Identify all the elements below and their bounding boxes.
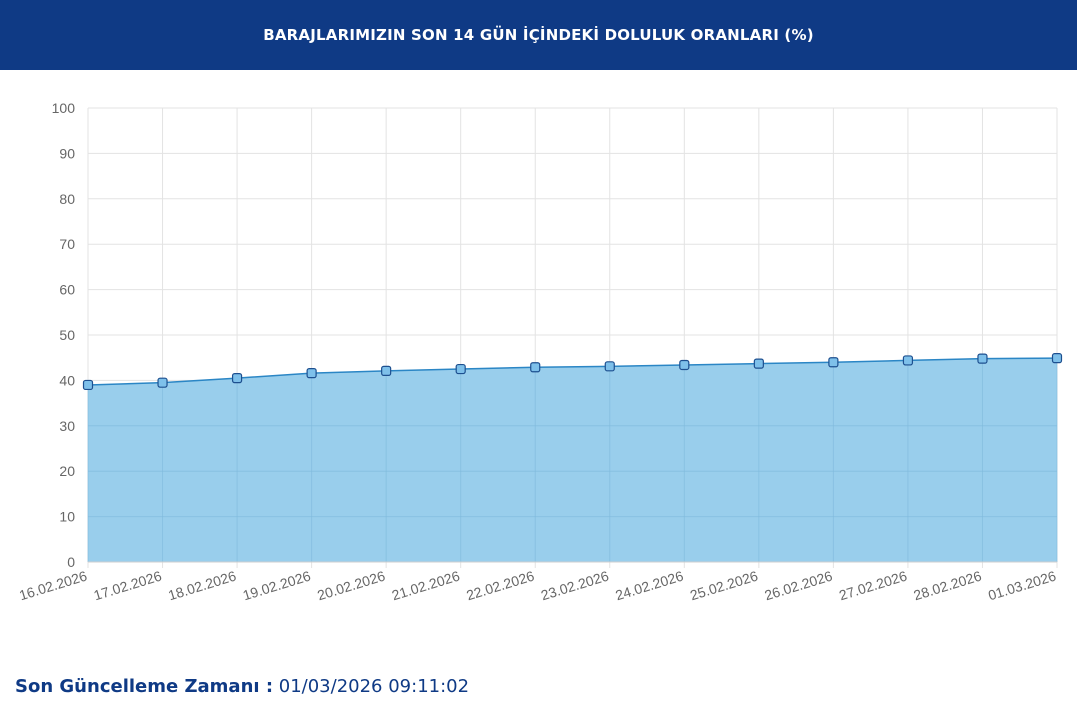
x-tick-label: 01.03.2026 [986, 568, 1058, 604]
y-tick-label: 20 [59, 463, 75, 479]
x-tick-label: 17.02.2026 [92, 568, 164, 604]
y-tick-label: 60 [59, 282, 75, 298]
header-bar: BARAJLARIMIZIN SON 14 GÜN İÇİNDEKİ DOLUL… [0, 0, 1077, 70]
data-point-marker [828, 357, 839, 368]
x-tick-label: 22.02.2026 [464, 568, 536, 604]
fill-rate-chart: 0 10 20 30 40 50 60 70 80 90 100 16.02.2026 17.02.20… [17, 100, 1063, 604]
chart-title: BARAJLARIMIZIN SON 14 GÜN İÇİNDEKİ DOLUL… [263, 26, 814, 44]
x-tick-label: 19.02.2026 [241, 568, 313, 604]
y-tick-label: 40 [59, 372, 75, 388]
last-update-label: Son Güncelleme Zamanı : [15, 676, 274, 697]
data-point-marker [231, 373, 243, 384]
y-tick-label: 90 [59, 145, 75, 161]
x-tick-label: 28.02.2026 [912, 568, 984, 604]
y-tick-label: 100 [52, 100, 76, 116]
data-point-marker [157, 377, 168, 388]
series-area [88, 358, 1057, 562]
data-point-marker [306, 368, 317, 379]
x-tick-label: 21.02.2026 [390, 568, 462, 604]
data-point-marker [82, 379, 94, 391]
x-tick-label: 25.02.2026 [688, 568, 760, 604]
x-tick-label: 20.02.2026 [315, 568, 387, 604]
x-tick-label: 16.02.2026 [17, 568, 89, 604]
data-point-marker [604, 361, 615, 372]
data-point-marker [679, 359, 690, 371]
x-tick-label: 26.02.2026 [763, 568, 835, 604]
data-point-marker [530, 362, 541, 373]
data-point-marker [381, 365, 392, 376]
y-tick-label: 50 [59, 327, 75, 343]
x-tick-label: 23.02.2026 [539, 568, 611, 604]
last-update-info: Son Güncelleme Zamanı : 01/03/2026 09:11… [15, 676, 469, 697]
last-update-value: 01/03/2026 09:11:02 [278, 676, 470, 697]
y-tick-label: 80 [59, 191, 75, 207]
x-tick-label: 18.02.2026 [166, 568, 238, 604]
data-point-marker [1051, 353, 1063, 364]
y-tick-label: 30 [59, 418, 75, 434]
data-point-marker [977, 353, 988, 364]
x-tick-label: 27.02.2026 [837, 568, 909, 604]
data-point-marker [902, 355, 914, 366]
chart-container: 0 10 20 30 40 50 60 70 80 90 100 16.02.2026 17.02.20… [0, 70, 1077, 640]
data-point-marker [753, 358, 764, 369]
y-tick-label: 0 [67, 554, 75, 570]
series-line [87, 357, 1058, 386]
data-point-marker [455, 363, 466, 375]
x-tick-label: 24.02.2026 [613, 568, 685, 604]
y-tick-label: 10 [59, 509, 75, 525]
y-tick-label: 70 [59, 236, 75, 252]
